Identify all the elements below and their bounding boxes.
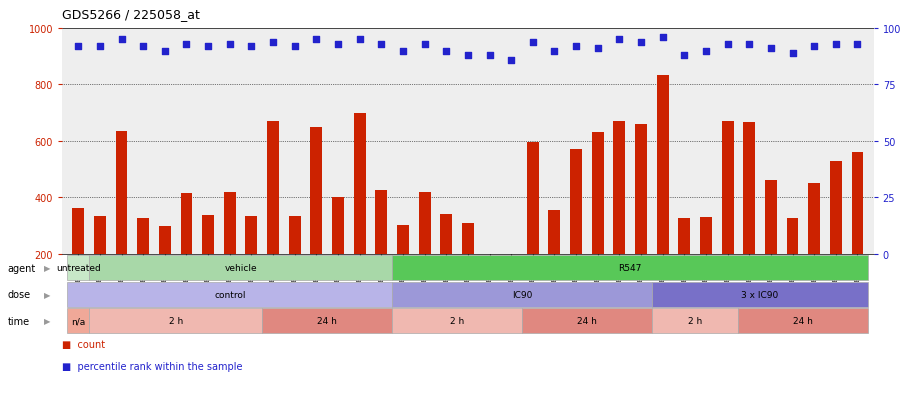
Point (309, 37, 323, 43)
Point (244, 44, 259, 50)
Bar (764, 181, 776, 310)
Bar (700, 217, 711, 310)
Point (742, 41, 756, 48)
Bar (527, 143, 538, 310)
Point (611, 37, 626, 43)
Bar (418, 192, 430, 310)
Point (71, 44, 86, 50)
Bar (505, 262, 517, 310)
Bar (461, 223, 474, 310)
Bar (137, 219, 149, 310)
Text: n/a: n/a (71, 316, 86, 325)
Text: 2 h: 2 h (687, 316, 701, 325)
Bar (483, 255, 495, 310)
Point (655, 35, 670, 41)
Point (374, 41, 388, 48)
Point (331, 41, 345, 48)
Text: 24 h: 24 h (577, 316, 596, 325)
Point (417, 41, 432, 48)
Point (93, 44, 107, 50)
Bar (267, 122, 279, 310)
Point (482, 52, 496, 59)
Text: 2 h: 2 h (169, 316, 182, 325)
Bar (440, 215, 452, 310)
Point (438, 48, 453, 55)
Bar (613, 122, 625, 310)
Point (827, 41, 842, 48)
Point (568, 44, 583, 50)
Bar (807, 184, 819, 310)
Point (763, 46, 777, 52)
Text: ▶: ▶ (44, 290, 50, 299)
Bar (569, 150, 581, 310)
Text: GDS5266 / 225058_at: GDS5266 / 225058_at (62, 8, 200, 21)
Bar (353, 114, 365, 310)
Text: control: control (214, 290, 245, 299)
Bar (310, 128, 322, 310)
Point (525, 39, 539, 46)
Point (136, 44, 150, 50)
Bar (656, 75, 668, 310)
Text: 2 h: 2 h (449, 316, 464, 325)
Bar (721, 122, 732, 310)
Text: time: time (7, 316, 29, 326)
Point (287, 44, 302, 50)
Bar (396, 226, 408, 310)
Text: ▶: ▶ (44, 316, 50, 325)
Bar (94, 216, 106, 310)
Point (698, 48, 712, 55)
Bar (375, 191, 387, 310)
Text: agent: agent (7, 263, 36, 273)
Bar (289, 216, 301, 310)
Point (720, 41, 734, 48)
Bar (785, 219, 798, 310)
Bar (332, 198, 343, 310)
Point (806, 44, 821, 50)
Bar (202, 215, 214, 310)
Point (179, 41, 193, 48)
Bar (591, 133, 603, 310)
Bar (634, 125, 646, 310)
Text: 24 h: 24 h (317, 316, 337, 325)
Point (222, 41, 237, 48)
Bar (548, 210, 559, 310)
Point (158, 48, 172, 55)
Point (676, 52, 691, 59)
Point (352, 37, 366, 43)
Text: R547: R547 (618, 263, 641, 273)
Point (849, 41, 864, 48)
Text: 24 h: 24 h (793, 316, 813, 325)
Bar (245, 216, 257, 310)
Point (460, 52, 475, 59)
Bar (116, 132, 128, 310)
Bar (223, 192, 235, 310)
Point (589, 46, 604, 52)
Point (265, 39, 280, 46)
Text: IC90: IC90 (511, 290, 532, 299)
Bar (742, 123, 754, 310)
Point (114, 37, 128, 43)
Bar (180, 194, 192, 310)
Text: ■  count: ■ count (62, 339, 105, 349)
Point (633, 39, 648, 46)
Text: vehicle: vehicle (224, 263, 257, 273)
Text: ▶: ▶ (44, 263, 50, 273)
Text: ■  percentile rank within the sample: ■ percentile rank within the sample (62, 361, 242, 371)
Text: 3 x IC90: 3 x IC90 (741, 290, 778, 299)
Bar (851, 153, 863, 310)
Point (547, 48, 561, 55)
Text: untreated: untreated (56, 263, 100, 273)
Bar (72, 209, 84, 310)
Point (200, 44, 215, 50)
Point (784, 50, 799, 57)
Point (395, 48, 410, 55)
Point (503, 57, 517, 64)
Text: dose: dose (7, 290, 30, 299)
Bar (829, 162, 841, 310)
Bar (159, 226, 170, 310)
Bar (678, 219, 690, 310)
